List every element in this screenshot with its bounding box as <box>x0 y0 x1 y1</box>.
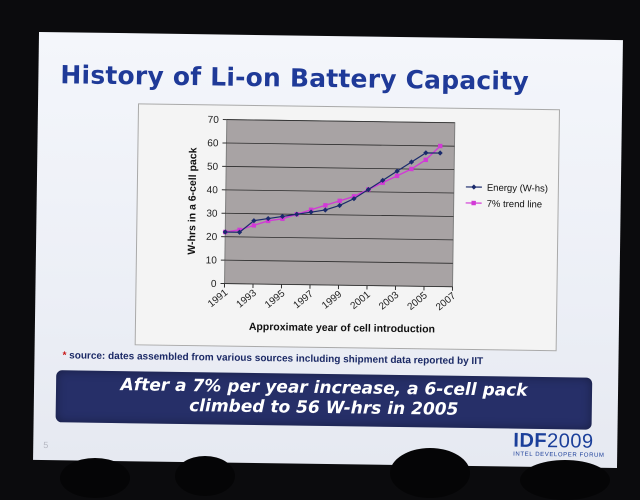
trend-point <box>409 167 413 171</box>
audience-head-silhouette <box>390 448 470 498</box>
audience-head-silhouette <box>60 458 130 498</box>
idf-logo-year: 2009 <box>547 430 594 453</box>
legend-marker-trend <box>471 201 475 205</box>
y-tick-label: 50 <box>207 162 219 173</box>
source-note: * source: dates assembled from various s… <box>62 350 602 369</box>
y-tick-label: 30 <box>206 209 218 220</box>
trend-point <box>395 174 399 178</box>
y-tick-label: 10 <box>206 255 218 266</box>
y-axis-title: W-hrs in a 6-cell pack <box>186 147 199 254</box>
x-tick-label: 1999 <box>320 289 345 312</box>
idf-logo: IDF2009 INTEL DEVELOPER FORUM <box>513 431 609 462</box>
x-tick-label: 1997 <box>292 288 317 311</box>
y-tick-label: 60 <box>207 138 219 149</box>
idf-logo-letters: IDF <box>513 430 547 452</box>
legend-marker-energy <box>471 184 476 189</box>
x-tick-label: 1991 <box>206 287 231 310</box>
legend-label: 7% trend line <box>487 199 543 211</box>
x-tick-label: 2005 <box>406 290 431 313</box>
slide-title: History of Li-on Battery Capacity <box>60 60 580 96</box>
x-tick-label: 2007 <box>434 290 459 313</box>
page-number: 5 <box>43 440 48 450</box>
y-tick-label: 70 <box>208 115 220 126</box>
projection-screen: History of Li-on Battery Capacity 0 10 20 3… <box>33 32 623 468</box>
audience-head-silhouette <box>175 456 235 496</box>
summary-banner: After a 7% per year increase, a 6-cell p… <box>56 370 593 429</box>
x-tick-label: 2001 <box>349 289 374 312</box>
trend-point <box>424 158 428 162</box>
legend-label: Energy (W-hs) <box>487 183 548 195</box>
x-tick-label: 1993 <box>235 288 260 311</box>
banner-text: After a 7% per year increase, a 6-cell p… <box>56 374 593 421</box>
trend-point <box>438 144 442 148</box>
y-tick-label: 40 <box>207 185 219 196</box>
y-tick-label: 20 <box>206 232 218 243</box>
idf-logo-subtitle: INTEL DEVELOPER FORUM <box>513 452 609 459</box>
x-axis-title: Approximate year of cell introduction <box>249 321 435 336</box>
x-tick-label: 2003 <box>377 290 402 313</box>
trend-point <box>252 223 256 227</box>
y-tick-label: 0 <box>211 279 217 290</box>
x-tick-label: 1995 <box>263 288 288 311</box>
source-note-text: source: dates assembled from various sou… <box>66 350 483 367</box>
audience-head-silhouette <box>520 460 610 500</box>
trend-point <box>323 203 327 207</box>
trend-point <box>337 199 341 203</box>
idf-logo-mark: IDF2009 <box>513 431 609 452</box>
